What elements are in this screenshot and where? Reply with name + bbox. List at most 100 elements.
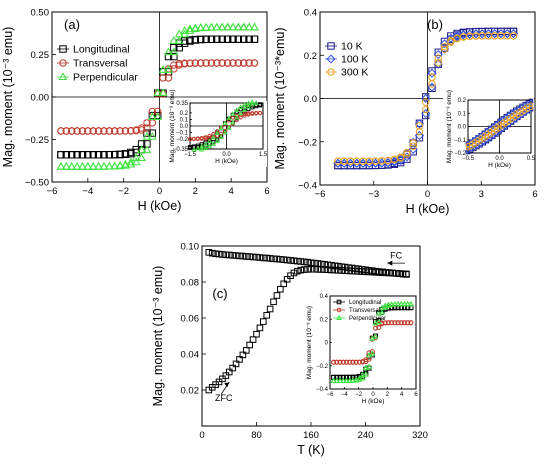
data-point: [169, 36, 179, 44]
series-transversal: [187, 110, 263, 142]
data-point: [311, 259, 318, 267]
x-tick-label: 4: [229, 186, 234, 197]
data-point: [170, 65, 178, 73]
legend-marker: [327, 42, 335, 50]
legend-label: 300 K: [341, 67, 368, 79]
y-axis-label: Mag. moment (10⁻³ emu): [169, 89, 176, 162]
data-point: [277, 285, 284, 293]
data-point: [170, 52, 178, 61]
data-point: [254, 110, 259, 116]
data-point: [506, 119, 512, 125]
data-point: [277, 256, 284, 263]
data-point: [447, 37, 455, 45]
data-point: [229, 252, 236, 259]
x-tick-label: 320: [412, 430, 428, 441]
inset-bg: [303, 294, 419, 411]
y-tick-label: 0.4: [304, 8, 317, 19]
data-point: [199, 135, 204, 141]
data-point: [345, 267, 352, 275]
data-point: [197, 35, 205, 44]
y-axis-label: Mag. moment (10⁻³ emu): [306, 306, 313, 379]
data-point: [403, 270, 410, 278]
x-tick-label: −3: [368, 189, 379, 200]
data-point: [215, 250, 223, 258]
data-point: [491, 131, 496, 136]
data-point: [245, 104, 252, 109]
series-300-k: [334, 32, 518, 165]
data-point: [519, 107, 524, 112]
data-point: [345, 158, 356, 168]
data-point: [180, 59, 189, 67]
data-point: [375, 269, 383, 276]
data-point: [202, 59, 210, 67]
data-point: [222, 372, 230, 379]
data-point: [356, 359, 362, 365]
data-point: [229, 59, 237, 67]
data-point: [355, 268, 362, 275]
data-point: [105, 151, 114, 159]
data-point: [84, 127, 92, 135]
panel-a: −6 −4 −2 0 2 4 6 −0.50 −0.25 0.00 0.25 0.50 H (kOe) M…: [1, 8, 270, 214]
data-point: [401, 300, 408, 307]
data-point: [353, 359, 359, 365]
y-tick-label: 0.0: [304, 94, 317, 105]
data-point: [195, 145, 201, 151]
data-point: [187, 136, 193, 142]
data-point: [494, 124, 499, 129]
data-point: [226, 124, 232, 130]
data-point: [121, 159, 130, 168]
data-point: [230, 115, 235, 120]
data-point: [351, 267, 359, 275]
data-point: [246, 253, 253, 260]
data-point: [143, 124, 151, 132]
data-point: [487, 133, 493, 138]
data-point: [154, 107, 162, 116]
data-point: [270, 298, 277, 306]
data-point: [104, 161, 114, 170]
y-tick-label: −0.25: [25, 135, 49, 146]
data-point: [239, 22, 249, 31]
data-point: [522, 105, 527, 111]
data-point: [311, 265, 318, 273]
data-point: [240, 59, 248, 67]
panel-c-inset: −6 −4 −2 0 2 4 6 −0.4 −0.2 0 0.2 0.4 H (kOe) Mag. mom…: [306, 294, 418, 405]
data-point: [250, 22, 259, 31]
data-point: [210, 134, 216, 140]
x-tick-label: 1.5: [259, 152, 268, 158]
data-point: [147, 132, 157, 140]
data-point: [328, 266, 335, 274]
legend-marker: [59, 45, 67, 53]
data-point: [215, 137, 220, 142]
data-point: [365, 268, 373, 276]
data-point: [509, 113, 515, 118]
y-tick-label: 0.1: [458, 111, 467, 117]
series-perpendicular: [330, 300, 415, 383]
data-point: [207, 133, 212, 139]
y-tick-label: 0.0: [180, 124, 189, 130]
data-point: [242, 111, 247, 116]
data-point: [434, 59, 442, 67]
data-point: [509, 32, 518, 40]
data-point: [382, 320, 388, 326]
data-point: [67, 162, 77, 170]
data-point: [497, 122, 502, 127]
data-point: [212, 250, 219, 258]
data-point: [358, 268, 366, 275]
data-point: [372, 333, 379, 339]
data-point: [137, 153, 146, 162]
data-point: [300, 258, 308, 266]
y-axis-label: Mag. moment (10⁻³ emu): [446, 90, 453, 163]
legend-label: 10 K: [341, 41, 363, 53]
data-point: [57, 151, 65, 159]
data-point: [215, 129, 220, 134]
data-point: [283, 276, 291, 283]
data-point: [180, 26, 189, 34]
data-point: [111, 127, 119, 135]
x-axis-label: H (kOe): [215, 158, 238, 165]
data-point: [339, 158, 349, 168]
series-zfc: [205, 265, 410, 394]
series-perpendicular: [191, 99, 259, 152]
data-point: [88, 161, 98, 170]
